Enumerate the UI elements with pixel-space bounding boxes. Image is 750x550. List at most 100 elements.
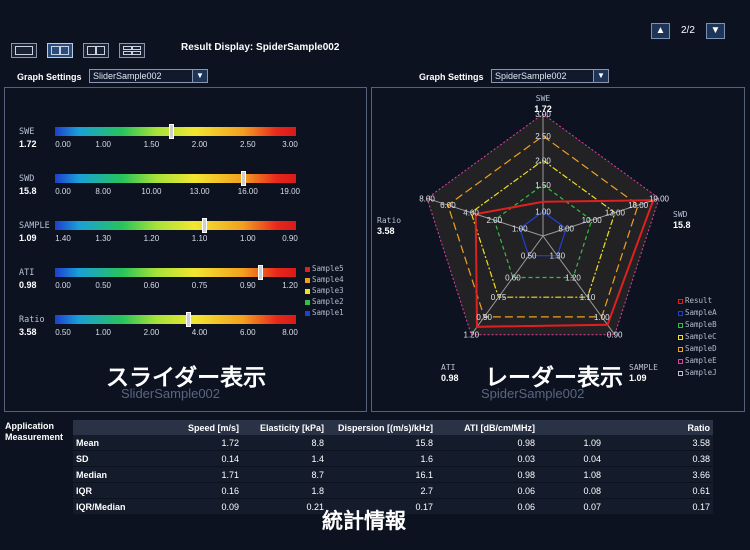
layout-dual-button[interactable]: [47, 43, 73, 58]
graph-settings-value-right: SpiderSample002: [495, 71, 567, 81]
statistics-table: Speed [m/s] Elasticity [kPa] Dispersion [(…: [73, 420, 713, 515]
slider-tick-label: 0.90: [240, 281, 256, 290]
radar-tick-label: 1.00: [594, 313, 610, 322]
legend-swatch: [305, 277, 310, 283]
legend-label: Sample1: [312, 308, 344, 317]
legend-label: SampleJ: [685, 368, 717, 377]
radar-subtitle: SpiderSample002: [481, 386, 585, 401]
radar-legend-item: SampleC: [678, 332, 717, 341]
slider-thumb-ratio[interactable]: [185, 312, 191, 327]
slider-bar-ati[interactable]: [55, 268, 296, 277]
slider-tick-label: 0.90: [282, 234, 298, 243]
chevron-up-icon: ▲: [655, 25, 666, 36]
radar-legend-item: SampleE: [678, 356, 717, 365]
radar-ring-sample-c: [470, 159, 616, 298]
label-line1: Application: [5, 421, 54, 431]
column-header: [538, 420, 604, 435]
layout-quad-button[interactable]: [119, 43, 145, 58]
radar-tick-label: 4.00: [463, 209, 479, 218]
table-header-row: Speed [m/s] Elasticity [kPa] Dispersion [(…: [73, 420, 713, 435]
radar-tick-label: 10.00: [582, 216, 603, 225]
radar-tick-label: 19.00: [649, 194, 670, 203]
radar-result-polygon: [474, 199, 655, 328]
graph-settings-value-left: SliderSample002: [93, 71, 162, 81]
radar-axis-name: Ratio: [377, 216, 401, 225]
radar-ring-sample-b: [493, 184, 593, 279]
radar-ring-sample-d: [447, 135, 639, 318]
row-label: Median: [73, 466, 159, 483]
slider-legend-item: Sample1: [305, 308, 344, 317]
slider-tick-label: 1.20: [282, 281, 298, 290]
radar-ring-sample-a: [519, 210, 567, 257]
slider-tick-label: 0.00: [55, 140, 71, 149]
slider-tick-label: 0.50: [55, 328, 71, 337]
table-cell: 1.6: [327, 450, 436, 467]
slider-thumb-swe[interactable]: [168, 124, 174, 139]
radar-tick-label: 2.00: [487, 216, 503, 225]
table-cell: 0.98: [436, 435, 538, 451]
column-header: Dispersion [(m/s)/kHz]: [327, 420, 436, 435]
page-indicator: 2/2: [681, 25, 695, 36]
radar-legend-item: Result: [678, 296, 712, 305]
radar-tick-label: 13.00: [605, 209, 626, 218]
radar-tick-label: 1.50: [535, 181, 551, 190]
legend-swatch: [305, 299, 310, 305]
radar-tick-label: 1.20: [464, 331, 480, 340]
radar-tick-label: 0.90: [607, 331, 623, 340]
table-row: IQR 0.16 1.8 2.7 0.06 0.08 0.61: [73, 482, 713, 499]
slider-legend-item: Sample5: [305, 264, 344, 273]
radar-axis-line: [426, 197, 544, 237]
legend-label: SampleC: [685, 332, 717, 341]
radar-tick-label: 8.00: [558, 225, 574, 234]
slider-tick-label: 2.50: [240, 140, 256, 149]
table-cell: 0.03: [436, 450, 538, 467]
slider-thumb-ati[interactable]: [257, 265, 263, 280]
table-cell: 0.61: [604, 482, 713, 499]
result-title: Result Display: SpiderSample002: [181, 42, 340, 53]
radar-legend-item: SampleJ: [678, 368, 717, 377]
radar-axis-line: [542, 197, 660, 237]
slider-tick-label: 1.10: [191, 234, 208, 243]
page-up-button[interactable]: ▲: [651, 23, 670, 39]
application-measurement-label: Application Measurement: [5, 421, 63, 443]
legend-label: Sample4: [312, 275, 344, 284]
table-cell: 1.71: [159, 466, 242, 483]
slider-bar-swd[interactable]: [55, 174, 296, 183]
slider-tick-label: 1.20: [143, 234, 160, 243]
page-down-button[interactable]: ▼: [706, 23, 725, 39]
slider-tick-label: 13.00: [189, 187, 210, 196]
slider-bar-sample[interactable]: [55, 221, 296, 230]
radar-tick-label: 2.50: [535, 132, 551, 141]
table-cell: 16.1: [327, 466, 436, 483]
slider-thumb-swd[interactable]: [240, 171, 246, 186]
radar-heading: レーダー表示: [485, 364, 623, 390]
radar-axis-value: 0.98: [441, 373, 459, 383]
legend-label: Result: [685, 296, 713, 305]
table-cell: 0.17: [327, 498, 436, 515]
graph-settings-select-right[interactable]: SpiderSample002 ▼: [491, 69, 609, 83]
graph-settings-select-left[interactable]: SliderSample002 ▼: [89, 69, 208, 83]
row-label: IQR: [73, 482, 159, 499]
slider-name-swd: SWD: [19, 174, 35, 184]
layout-single-button[interactable]: [11, 43, 37, 58]
legend-label: SampleD: [685, 344, 717, 353]
table-cell: 15.8: [327, 435, 436, 451]
slider-tick-label: 2.00: [143, 328, 160, 337]
slider-tick-label: 10.00: [141, 187, 162, 196]
layout-dual-split-button[interactable]: [83, 43, 109, 58]
table-cell: 1.72: [159, 435, 242, 451]
stats-heading: 統計情報: [322, 510, 406, 533]
radar-tick-label: 0.75: [491, 293, 507, 302]
slider-subtitle: SliderSample002: [121, 386, 221, 401]
chevron-down-icon: ▼: [192, 70, 207, 82]
table-cell: 1.09: [538, 435, 604, 451]
slider-bar-swe[interactable]: [55, 127, 296, 136]
slider-bar-ratio[interactable]: [55, 315, 296, 324]
slider-thumb-sample[interactable]: [202, 218, 208, 233]
table-cell: 0.16: [159, 482, 242, 499]
radar-tick-label: 1.00: [535, 208, 551, 217]
table-cell: 2.7: [327, 482, 436, 499]
table-cell: 1.8: [242, 482, 327, 499]
slider-tick-label: 16.00: [237, 187, 258, 196]
radar-tick-label: 1.20: [565, 274, 581, 283]
